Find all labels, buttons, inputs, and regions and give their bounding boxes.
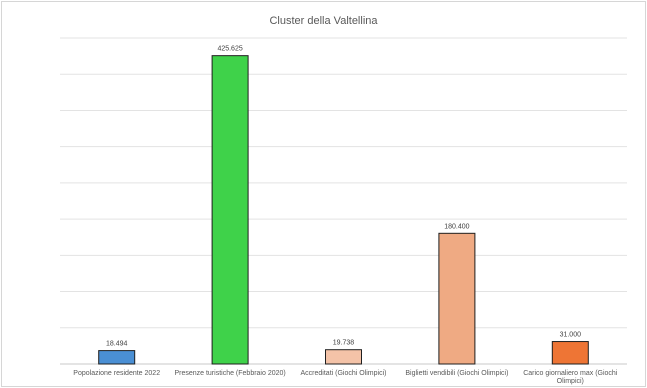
category-label-4: Carico giornaliero max (Giochi	[523, 370, 618, 377]
category-label-2: Accreditati (Giochi Olimpici)	[301, 370, 387, 377]
data-label-2: 19.738	[333, 340, 355, 347]
bar-0	[98, 350, 136, 365]
gridlines	[60, 37, 627, 365]
data-label-0: 18.494	[106, 341, 128, 348]
bars	[98, 55, 589, 365]
chart-title: Cluster della Valtellina	[269, 15, 378, 27]
bar-1	[211, 55, 249, 365]
category-label-3: Biglietti vendibili (Giochi Olimpici)	[405, 370, 508, 377]
bar-2	[325, 349, 362, 365]
data-labels: 18.494 425.625 19.738 180.400 31.000	[106, 46, 581, 348]
bar-4	[551, 341, 589, 365]
data-label-1: 425.625	[217, 46, 242, 53]
category-labels: Popolazione residente 2022 Presenze turis…	[73, 370, 618, 385]
category-label-4: Olimpici)	[557, 378, 584, 385]
category-label-1: Presenze turistiche (Febbraio 2020)	[174, 370, 285, 377]
data-label-3: 180.400	[444, 223, 469, 230]
bar-3	[438, 232, 476, 365]
category-label-0: Popolazione residente 2022	[73, 370, 160, 377]
data-label-4: 31.000	[560, 332, 582, 339]
